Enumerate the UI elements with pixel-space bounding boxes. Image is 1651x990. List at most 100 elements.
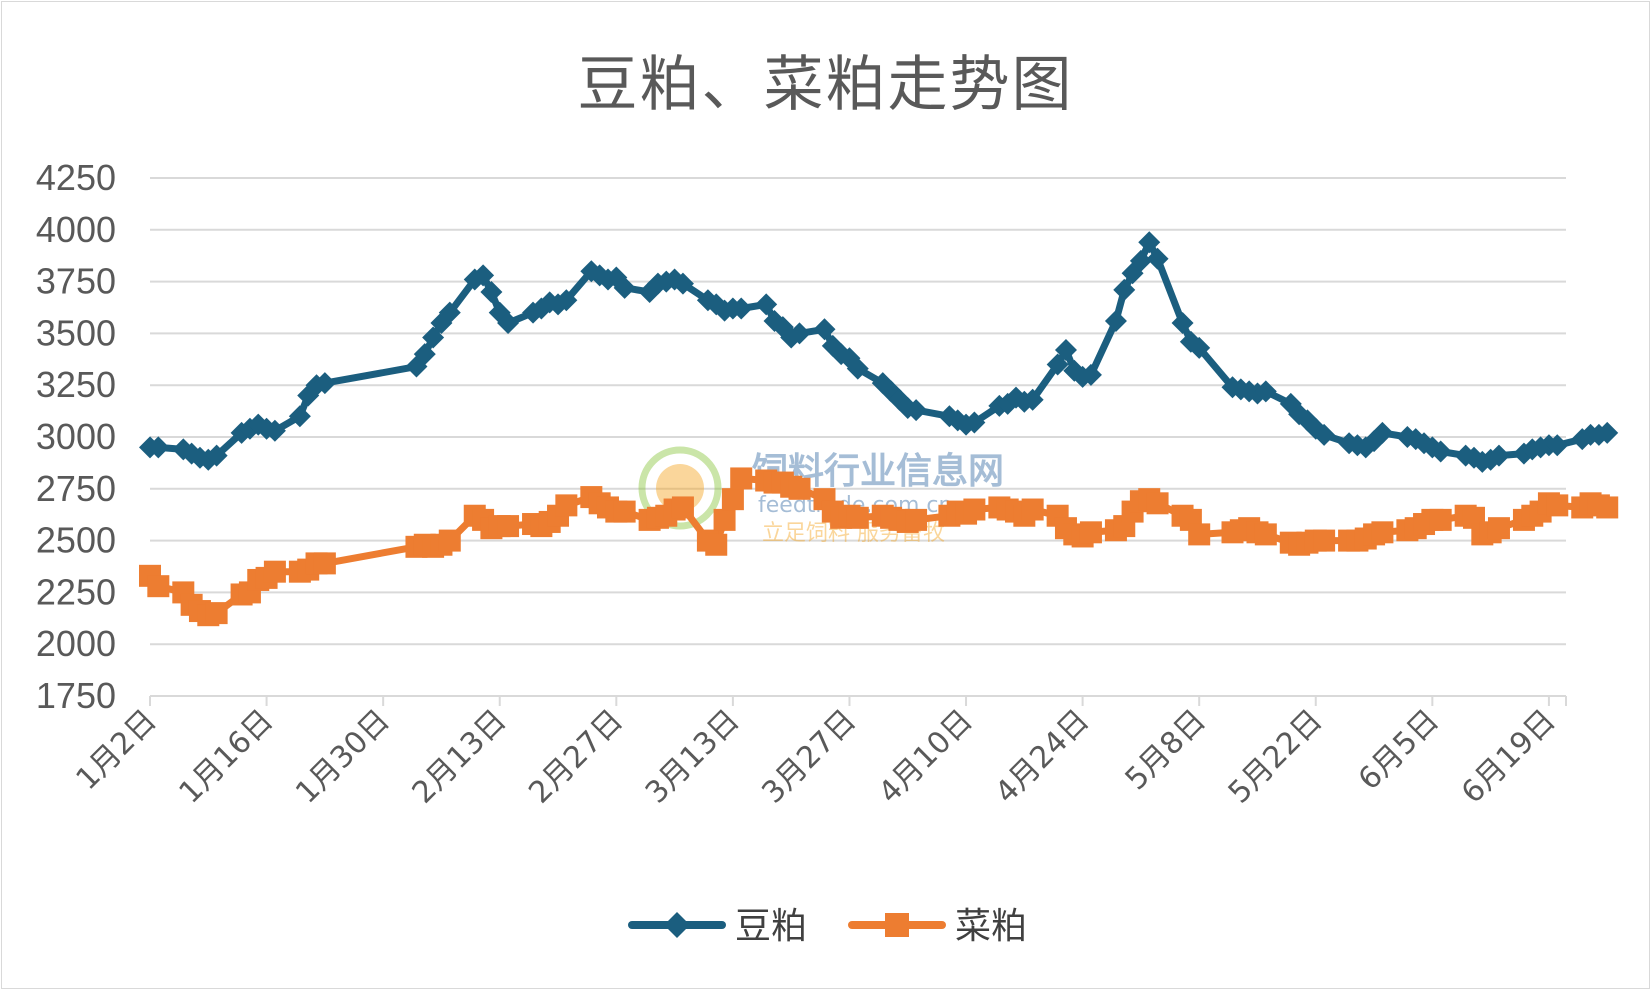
- x-tick-label: 4月24日: [989, 703, 1097, 811]
- legend-marker-rapeseedmeal: [885, 913, 909, 937]
- data-point-soymeal: [147, 436, 170, 459]
- y-tick-label: 1750: [36, 675, 116, 716]
- x-tick-label: 4月10日: [872, 703, 980, 811]
- data-point-rapeseedmeal: [313, 552, 336, 575]
- data-point-rapeseedmeal: [721, 488, 744, 511]
- data-point-soymeal: [480, 280, 503, 303]
- watermark-logo-ring: [638, 446, 722, 530]
- data-point-soymeal: [1254, 380, 1277, 403]
- data-point-rapeseedmeal: [1313, 529, 1336, 552]
- data-point-rapeseedmeal: [1429, 508, 1452, 531]
- data-point-soymeal: [846, 357, 869, 380]
- data-point-soymeal: [1079, 363, 1102, 386]
- data-point-rapeseedmeal: [1487, 517, 1510, 540]
- data-point-rapeseedmeal: [1079, 521, 1102, 544]
- legend: 豆粕 菜粕: [628, 906, 1027, 947]
- legend-label-rapeseedmeal: 菜粕: [955, 906, 1027, 947]
- data-point-soymeal: [755, 293, 778, 316]
- data-point-rapeseedmeal: [438, 529, 461, 552]
- legend-marker-soymeal: [664, 912, 690, 938]
- x-tick-label: 5月22日: [1222, 703, 1330, 811]
- data-point-soymeal: [1046, 353, 1069, 376]
- y-tick-label: 2750: [36, 468, 116, 509]
- data-point-rapeseedmeal: [613, 500, 636, 523]
- x-tick-label: 3月13日: [639, 703, 747, 811]
- data-point-soymeal: [1129, 249, 1152, 272]
- data-point-rapeseedmeal: [1146, 492, 1169, 515]
- data-point-soymeal: [905, 399, 928, 422]
- data-point-soymeal: [1171, 312, 1194, 335]
- x-tick-label: 3月27日: [755, 703, 863, 811]
- data-point-soymeal: [1104, 309, 1127, 332]
- data-point-soymeal: [1005, 386, 1028, 409]
- data-point-soymeal: [288, 405, 311, 428]
- data-point-soymeal: [1113, 278, 1136, 301]
- data-point-soymeal: [238, 417, 261, 440]
- gridlines: 1750 2000 2250 2500 2750 3000 3250 3500 3750 4000…: [36, 157, 1566, 716]
- series-layer: [139, 231, 1619, 627]
- legend-label-soymeal: 豆粕: [735, 906, 807, 947]
- data-point-rapeseedmeal: [1371, 521, 1394, 544]
- x-tick-label: 6月5日: [1352, 703, 1446, 797]
- x-tick-label: 2月27日: [522, 703, 630, 811]
- y-tick-label: 2250: [36, 571, 116, 612]
- data-point-rapeseedmeal: [905, 508, 928, 531]
- data-point-rapeseedmeal: [263, 560, 286, 583]
- data-point-rapeseedmeal: [963, 498, 986, 521]
- x-tick-label: 1月16日: [173, 703, 281, 811]
- data-point-rapeseedmeal: [705, 533, 728, 556]
- data-point-soymeal: [205, 444, 228, 467]
- data-point-soymeal: [497, 312, 520, 335]
- data-point-soymeal: [472, 264, 495, 287]
- data-point-soymeal: [813, 318, 836, 341]
- data-point-soymeal: [788, 322, 811, 345]
- x-tick-label: 2月13日: [406, 703, 514, 811]
- data-point-soymeal: [1546, 434, 1569, 457]
- data-point-soymeal: [1487, 444, 1510, 467]
- x-tick-label: 5月8日: [1119, 703, 1213, 797]
- data-point-soymeal: [263, 419, 286, 442]
- data-point-rapeseedmeal: [1254, 523, 1277, 546]
- data-point-rapeseedmeal: [1021, 498, 1044, 521]
- y-tick-label: 3750: [36, 261, 116, 302]
- y-tick-label: 3000: [36, 416, 116, 457]
- data-point-rapeseedmeal: [205, 602, 228, 625]
- data-point-soymeal: [413, 343, 436, 366]
- x-tick-label: 1月2日: [69, 703, 163, 797]
- data-point-soymeal: [1313, 423, 1336, 446]
- data-point-soymeal: [1429, 440, 1452, 463]
- x-tick-label: 6月19日: [1455, 703, 1563, 811]
- data-point-rapeseedmeal: [1462, 506, 1485, 529]
- data-point-soymeal: [438, 301, 461, 324]
- data-point-rapeseedmeal: [1546, 494, 1569, 517]
- data-point-soymeal: [671, 272, 694, 295]
- data-point-rapeseedmeal: [147, 575, 170, 598]
- data-point-rapeseedmeal: [1188, 523, 1211, 546]
- x-tick-label: 1月30日: [289, 703, 397, 811]
- data-point-rapeseedmeal: [788, 477, 811, 500]
- data-point-soymeal: [555, 289, 578, 312]
- data-point-rapeseedmeal: [497, 515, 520, 538]
- data-point-soymeal: [422, 326, 445, 349]
- data-point-soymeal: [1054, 338, 1077, 361]
- data-point-soymeal: [1596, 421, 1619, 444]
- y-tick-label: 2500: [36, 520, 116, 561]
- x-axis: 1月2日 1月16日 1月30日 2月13日 2月27日 3月13日 3月27日 4月10日 4…: [69, 695, 1567, 811]
- y-tick-label: 4250: [36, 157, 116, 198]
- data-point-soymeal: [730, 297, 753, 320]
- data-point-soymeal: [1371, 421, 1394, 444]
- data-point-soymeal: [1146, 247, 1169, 270]
- data-point-soymeal: [613, 276, 636, 299]
- data-point-soymeal: [313, 372, 336, 395]
- chart-title: 豆粕、菜粕走势图: [577, 50, 1074, 120]
- data-point-rapeseedmeal: [713, 508, 736, 531]
- data-point-rapeseedmeal: [671, 496, 694, 519]
- y-tick-label: 4000: [36, 209, 116, 250]
- y-tick-label: 2000: [36, 623, 116, 664]
- data-point-soymeal: [1021, 388, 1044, 411]
- y-tick-label: 3500: [36, 312, 116, 353]
- data-point-rapeseedmeal: [730, 467, 753, 490]
- data-point-soymeal: [1188, 336, 1211, 359]
- data-point-soymeal: [1138, 231, 1161, 254]
